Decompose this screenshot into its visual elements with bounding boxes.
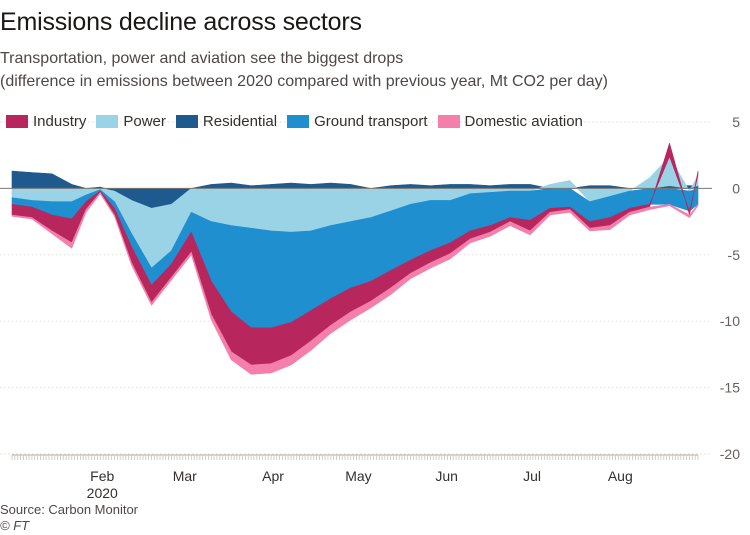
legend-label: Domestic aviation (464, 113, 583, 130)
legend-item: Residential (175, 113, 278, 130)
x-tick-label: Mar (173, 468, 197, 484)
area-domestic-aviation (11, 192, 699, 375)
legend-item: Ground transport (287, 113, 428, 130)
x-tick-label: Apr (262, 468, 284, 484)
legend-swatch (437, 115, 460, 128)
y-tick-label: -10 (720, 313, 740, 329)
ft-credit: © FT (0, 518, 30, 533)
chart-subtitle-line2: (difference in emissions between 2020 co… (0, 73, 609, 90)
chart-subtitle-line1: Transportation, power and aviation see t… (0, 50, 404, 67)
legend-swatch (96, 115, 119, 128)
source-note: Source: Carbon Monitor (0, 502, 139, 517)
y-tick-label: 5 (732, 114, 740, 130)
legend-swatch (6, 115, 28, 128)
x-tick-label: Aug (608, 468, 633, 484)
legend-label: Power (123, 113, 166, 130)
x-tick-sublabel: 2020 (87, 485, 118, 501)
chart-title: Emissions decline across sectors (0, 8, 362, 36)
x-tick-label: Jun (435, 468, 458, 484)
legend-swatch (175, 115, 198, 128)
x-tick-label: May (345, 468, 371, 484)
y-tick-label: -20 (720, 446, 740, 462)
legend-item: Domestic aviation (437, 113, 583, 130)
legend-label: Residential (202, 113, 278, 130)
legend-item: Power (96, 113, 166, 130)
y-tick-label: -15 (720, 380, 740, 396)
y-tick-label: -5 (728, 247, 741, 263)
area-layer (11, 142, 699, 375)
x-tick-label: Jul (523, 468, 541, 484)
chart-legend: Industry Power Residential Ground transport… (6, 113, 593, 130)
legend-swatch (287, 115, 310, 128)
y-tick-label: 0 (732, 180, 740, 196)
legend-label: Ground transport (314, 113, 428, 130)
legend-label: Industry (33, 113, 87, 130)
legend-item: Industry (6, 113, 86, 130)
x-tick-label: Feb (90, 468, 114, 484)
